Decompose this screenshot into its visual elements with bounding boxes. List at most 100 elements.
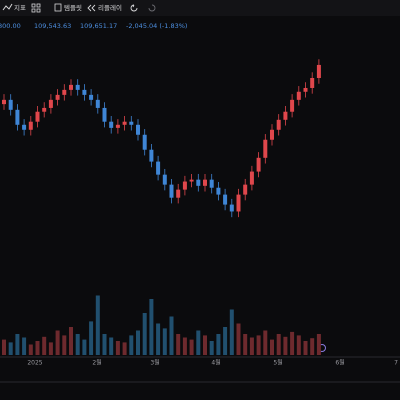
x-axis-label: 4월 xyxy=(211,359,220,367)
candle-body xyxy=(256,157,261,172)
candle-body xyxy=(283,111,288,120)
candle-body xyxy=(115,124,120,128)
volume-bar xyxy=(263,330,268,355)
volume-bar xyxy=(15,334,20,355)
volume-bar xyxy=(270,339,274,355)
candle-body xyxy=(209,179,214,188)
redo-button[interactable] xyxy=(148,4,156,12)
volume-bar xyxy=(303,341,308,355)
icon xyxy=(2,3,13,11)
candle-body xyxy=(176,189,181,198)
candle-body xyxy=(216,187,221,195)
volume-bar xyxy=(2,339,6,355)
volume-bar xyxy=(115,341,120,355)
toolbar-layout[interactable] xyxy=(31,3,41,13)
volume-bar xyxy=(296,335,301,355)
candle-body xyxy=(196,179,201,186)
candle-body xyxy=(122,121,127,125)
volume-bar xyxy=(216,334,221,355)
volume-bar xyxy=(189,339,194,355)
volume-bar xyxy=(35,341,40,355)
icon xyxy=(36,3,41,8)
volume-bar xyxy=(236,323,241,355)
icon xyxy=(36,8,41,13)
volume-bar xyxy=(55,330,60,355)
candle-body xyxy=(229,204,234,212)
x-axis-label: 7 xyxy=(394,360,398,367)
toolbar-replay[interactable]: 리플레이 xyxy=(87,3,122,12)
candle-body xyxy=(75,84,80,90)
volume-bar xyxy=(283,336,288,355)
candle-body xyxy=(189,179,194,182)
candle-body xyxy=(129,121,134,125)
toolbar-indicators[interactable]: 지표 xyxy=(2,3,26,12)
volume-bar xyxy=(176,334,181,355)
candle-body xyxy=(182,181,187,190)
x-axis-label: 2025 xyxy=(27,360,42,367)
x-axis-label: 3월 xyxy=(150,359,159,367)
volume-bar xyxy=(89,321,94,355)
volume-bar xyxy=(276,334,281,355)
ohlc-header: 800.00 109,543.63 109,651.17 -2,045.04 (… xyxy=(0,22,187,30)
volume-bar xyxy=(69,327,73,355)
volume-bar xyxy=(62,335,67,355)
candle-body xyxy=(236,194,241,212)
icon xyxy=(54,3,62,12)
candle-body xyxy=(82,89,87,95)
volume-bar xyxy=(256,335,261,355)
volume-bar xyxy=(209,341,214,355)
candle-body xyxy=(22,124,27,130)
candle-body xyxy=(42,107,47,112)
candle-body xyxy=(290,99,295,112)
candle-body xyxy=(162,174,167,185)
toolbar-label: 지표 xyxy=(14,3,26,12)
candle-body xyxy=(28,121,33,130)
volume-bar xyxy=(162,328,167,355)
volume-bar xyxy=(243,334,248,355)
volume-bar xyxy=(223,327,228,355)
candle-body xyxy=(62,89,67,95)
x-axis-label: 6월 xyxy=(335,359,344,367)
candle-body xyxy=(149,149,154,162)
candle-body xyxy=(48,99,53,108)
candle-body xyxy=(35,111,40,122)
volume-bar xyxy=(182,337,187,355)
icon xyxy=(31,8,36,13)
toolbar xyxy=(0,0,400,16)
volume-bar xyxy=(136,330,140,355)
volume-bar xyxy=(229,309,234,355)
volume-bar xyxy=(310,338,315,355)
undo-button[interactable] xyxy=(130,4,138,12)
candle-body xyxy=(95,99,100,108)
candle-body xyxy=(263,139,268,158)
volume-bar xyxy=(156,323,161,355)
toolbar-label: 템플릿 xyxy=(64,4,82,12)
volume-bar xyxy=(75,334,80,355)
volume-bar xyxy=(109,337,114,355)
volume-bar xyxy=(122,342,127,355)
volume-bar xyxy=(48,342,53,355)
candle-body xyxy=(55,94,60,100)
header-value: 800.00 xyxy=(0,22,21,30)
volume-bar xyxy=(149,299,154,355)
header-value: -2,045.04 (-1.83%) xyxy=(126,22,187,30)
candle-body xyxy=(169,184,174,198)
candle-body xyxy=(142,134,147,150)
x-axis-label: 5월 xyxy=(273,359,282,367)
volume-bar xyxy=(129,335,134,355)
candle-body xyxy=(296,91,301,100)
candle-body xyxy=(223,194,228,205)
candle-body xyxy=(102,107,107,122)
candle-body xyxy=(15,109,20,125)
candle-body xyxy=(203,179,207,186)
volume-bar xyxy=(316,334,321,355)
volume-bar xyxy=(28,344,33,355)
candle-body xyxy=(276,119,281,130)
candle-body xyxy=(316,64,321,78)
volume-bar xyxy=(82,339,87,355)
candle-body xyxy=(2,99,6,105)
icon xyxy=(31,3,36,8)
volume-bar xyxy=(42,336,47,355)
toolbar-templates[interactable]: 템플릿 xyxy=(54,3,82,12)
volume-bar xyxy=(95,295,100,355)
